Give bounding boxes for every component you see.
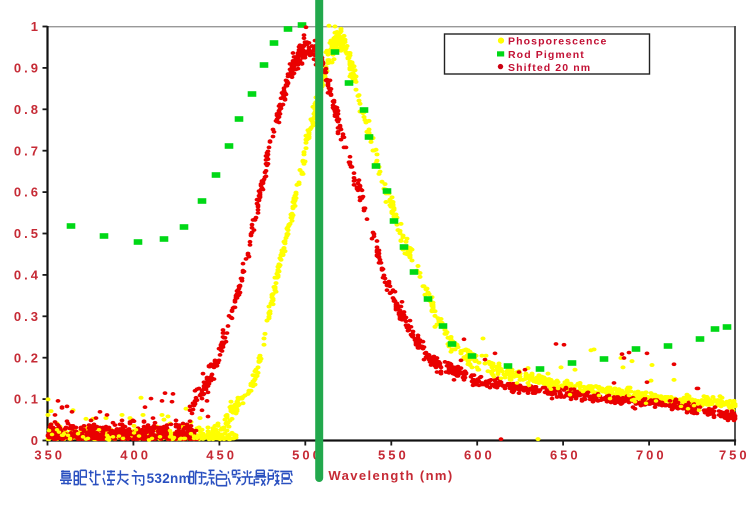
svg-text:1: 1 [31, 19, 41, 34]
svg-text:0: 0 [31, 433, 41, 448]
svg-text:550: 550 [378, 448, 409, 463]
svg-text:Rod Pigment: Rod Pigment [508, 49, 585, 61]
svg-text:650: 650 [550, 448, 581, 463]
svg-text:Wavelength (nm): Wavelength (nm) [328, 468, 453, 483]
svg-text:0.6: 0.6 [14, 185, 41, 200]
svg-text:0.8: 0.8 [14, 102, 41, 117]
svg-text:532nm: 532nm [147, 471, 191, 486]
svg-text:0.4: 0.4 [14, 268, 41, 283]
svg-text:0.2: 0.2 [14, 350, 41, 365]
svg-text:0.1: 0.1 [14, 392, 41, 407]
svg-text:0.3: 0.3 [14, 309, 41, 324]
svg-text:Phosporescence: Phosporescence [508, 36, 607, 48]
svg-text:700: 700 [636, 448, 667, 463]
svg-text:350: 350 [34, 448, 65, 463]
svg-text:0.5: 0.5 [14, 226, 41, 241]
svg-text:0.7: 0.7 [14, 143, 41, 158]
svg-text:600: 600 [464, 448, 495, 463]
svg-text:500: 500 [292, 448, 323, 463]
svg-text:Shifted 20 nm: Shifted 20 nm [508, 62, 591, 74]
svg-text:400: 400 [120, 448, 151, 463]
svg-text:450: 450 [206, 448, 237, 463]
svg-text:0.9: 0.9 [14, 61, 41, 76]
svg-text:750: 750 [719, 448, 750, 463]
